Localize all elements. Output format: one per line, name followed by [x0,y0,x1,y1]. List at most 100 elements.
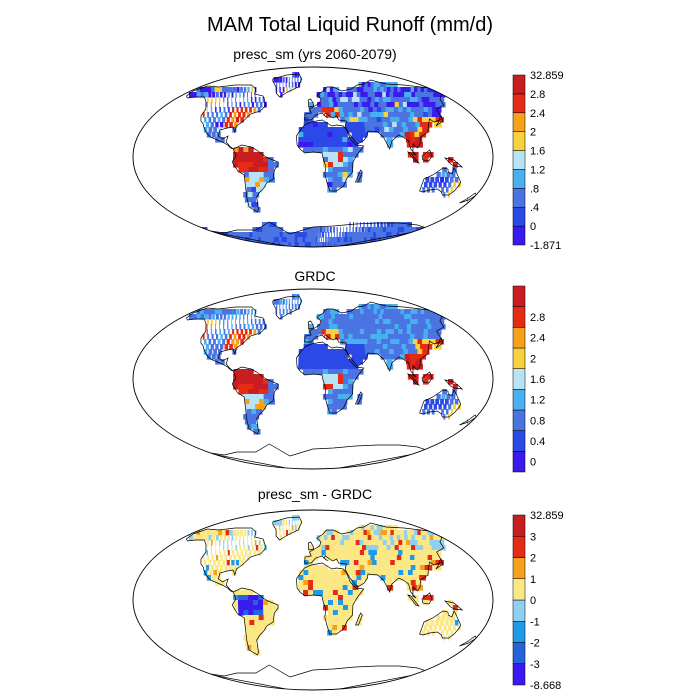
runoff-cell [386,580,393,586]
runoff-cell [344,97,351,103]
runoff-cell [384,570,391,576]
runoff-cell [347,329,354,335]
runoff-cell [384,127,391,133]
runoff-cell [268,379,274,385]
runoff-cell [308,344,314,350]
runoff-cell [403,222,409,228]
runoff-cell [396,334,405,340]
runoff-cell [392,112,400,118]
runoff-cell [349,102,357,108]
runoff-cell [262,319,265,325]
runoff-cell [321,324,327,330]
runoff-cell [327,127,333,133]
runoff-cell [303,142,309,148]
runoff-cell [313,137,319,143]
runoff-cell [225,87,230,93]
runoff-cell [298,580,304,586]
runoff-cell [212,535,216,541]
runoff-cell [445,620,449,626]
runoff-cell [365,112,373,118]
runoff-cell [308,102,314,108]
runoff-cell [250,535,252,541]
runoff-cell [313,565,319,571]
runoff-cell [361,102,369,108]
runoff-cell [445,187,449,193]
runoff-cell [255,404,262,410]
runoff-cell [233,147,239,153]
runoff-cell [221,530,227,536]
runoff-cell [268,615,275,621]
runoff-cell [357,172,363,178]
runoff-cell [208,560,212,566]
runoff-cell [244,620,251,626]
runoff-cell [349,560,356,566]
runoff-cell [279,520,283,526]
runoff-cell [381,550,389,556]
runoff-cell [357,112,364,118]
runoff-cell [303,354,309,360]
coastline-australia [419,389,462,418]
runoff-cell [420,122,428,128]
runoff-cell [226,560,230,566]
colorbar-label: 0.4 [530,436,545,448]
runoff-cell [268,162,274,168]
runoff-cell [393,127,401,133]
runoff-cell [291,299,293,305]
runoff-cell [299,77,302,83]
runoff-cell [282,87,285,93]
runoff-cell [236,87,240,93]
runoff-cell [294,515,298,521]
runoff-cell [326,555,332,561]
runoff-cell [382,545,391,551]
runoff-cell [448,182,452,188]
runoff-cell [380,354,387,360]
runoff-cell [421,117,430,123]
runoff-cell [231,314,234,320]
runoff-cell [263,172,270,178]
runoff-cell [246,112,251,118]
runoff-cell [227,545,229,551]
runoff-cell [327,92,333,98]
runoff-cell [192,535,198,541]
runoff-cell [427,309,442,315]
runoff-cell [308,570,314,576]
runoff-cell [345,102,352,108]
runoff-cell [202,555,205,561]
runoff-cell [403,560,412,566]
coastline-africa [296,341,365,414]
colorbar-box [512,327,526,349]
runoff-cell [407,374,414,380]
runoff-cell [448,379,454,385]
runoff-cell [246,202,254,208]
runoff-cell [370,222,372,228]
runoff-cell [347,364,354,370]
runoff-cell [398,329,407,335]
runoff-cell [415,359,423,365]
runoff-cell [322,369,329,375]
runoff-cell [340,319,347,325]
runoff-cell [390,354,397,360]
runoff-cell [243,595,249,601]
map-panel-difference [132,509,494,691]
runoff-cell [344,117,351,123]
runoff-cell [305,237,310,243]
colorbar-label: 0 [530,221,536,233]
runoff-cell [355,107,363,113]
runoff-cell [243,389,250,395]
runoff-cell [243,167,250,173]
runoff-cell [240,339,244,345]
runoff-cell [243,605,249,611]
runoff-cell [325,102,331,108]
runoff-cell [264,102,267,108]
runoff-cell [392,122,400,128]
runoff-cell [298,349,304,355]
runoff-cell [210,545,212,551]
runoff-cell [337,137,344,143]
runoff-cell [414,555,423,561]
runoff-cell [243,394,251,400]
runoff-cell [339,232,341,238]
runoff-cell [238,167,245,173]
runoff-cell [206,550,208,556]
runoff-cell [342,172,348,178]
runoff-cell [298,142,304,148]
